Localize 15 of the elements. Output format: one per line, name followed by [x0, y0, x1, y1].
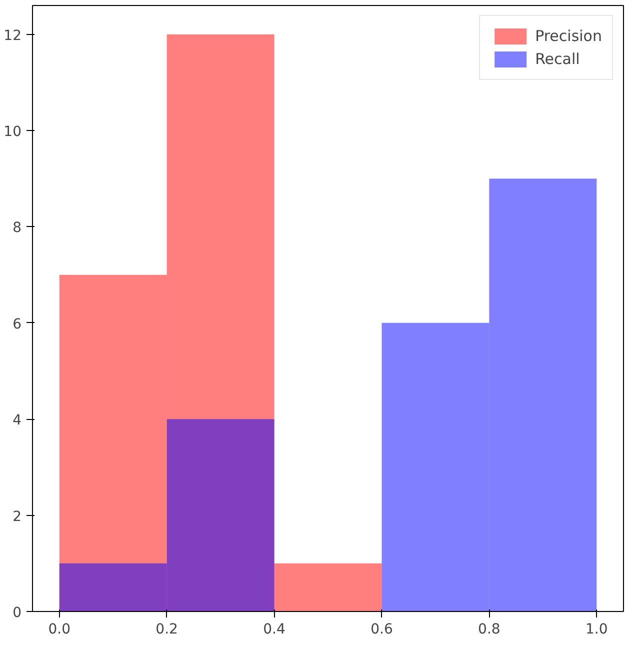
- x-tick-label: 1.0: [586, 622, 608, 638]
- y-tick-label: 4: [12, 412, 22, 429]
- legend-label: Precision: [535, 27, 602, 45]
- y-tick-label: 8: [12, 220, 22, 236]
- x-tick-label: 0.0: [48, 622, 70, 638]
- y-tick-label: 12: [4, 28, 22, 44]
- y-tick-label: 0: [12, 605, 22, 621]
- x-tick-label: 0.6: [370, 622, 393, 638]
- legend-label: Recall: [535, 50, 580, 68]
- y-tick-label: 10: [4, 124, 22, 140]
- x-tick-label: 0.8: [478, 622, 500, 638]
- x-tick-label: 0.2: [156, 622, 178, 638]
- y-tick-label: 2: [12, 508, 22, 525]
- y-tick-label: 6: [12, 316, 22, 332]
- x-tick-label: 0.4: [263, 622, 286, 638]
